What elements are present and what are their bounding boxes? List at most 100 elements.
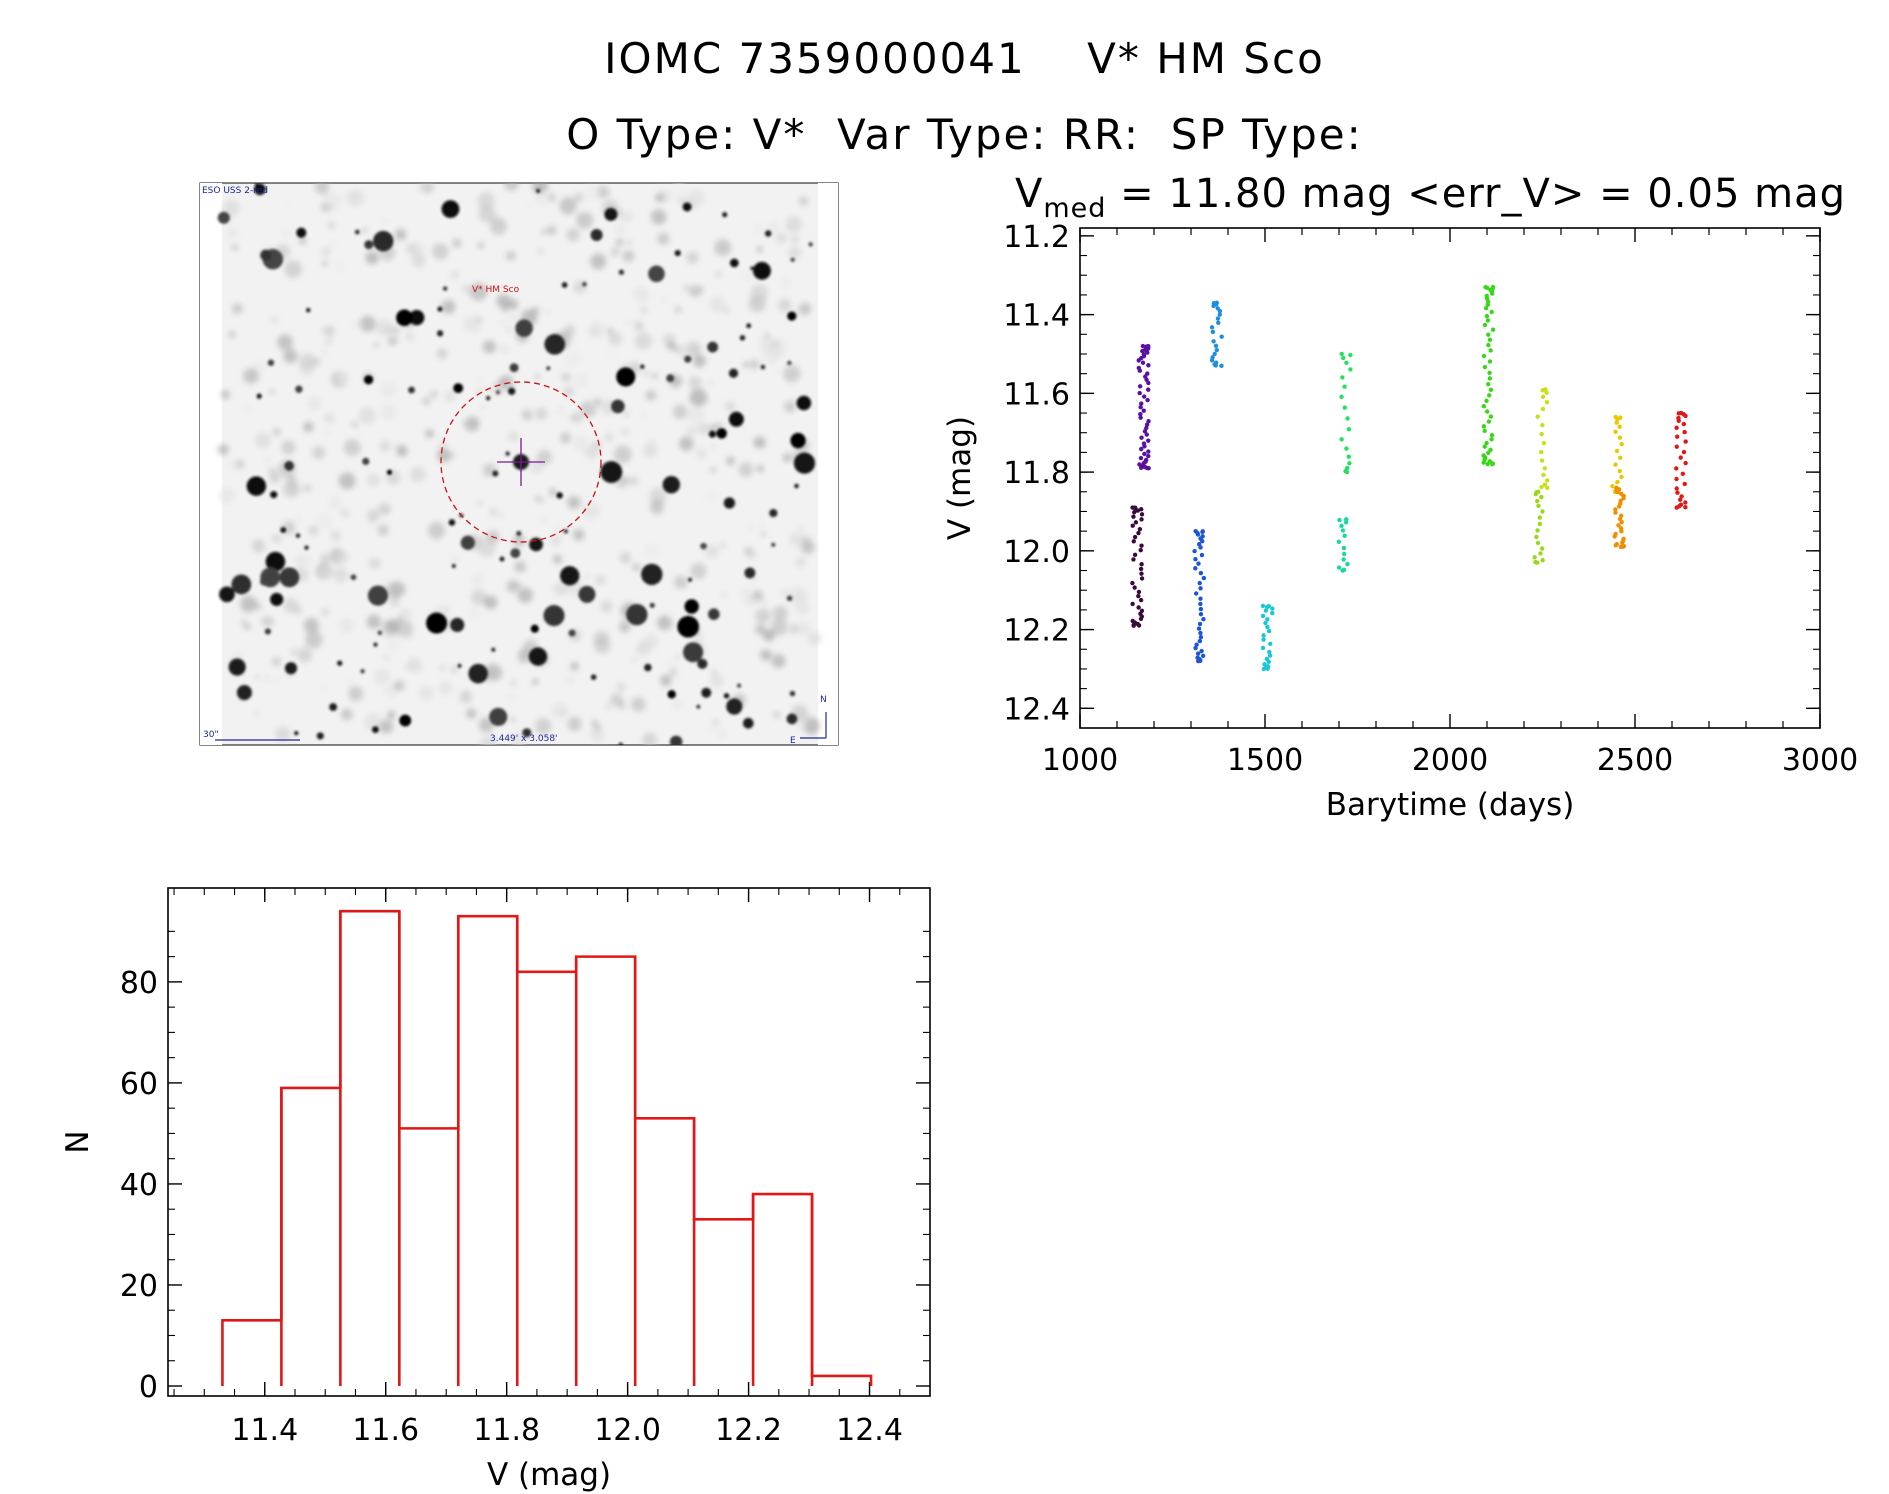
light-curve-point (1139, 576, 1145, 581)
light-curve-point (1132, 510, 1137, 515)
north-label: N (820, 695, 827, 705)
light-curve-point (1265, 617, 1270, 622)
light-curve-point (1263, 608, 1269, 613)
light-curve-point (1616, 504, 1622, 509)
light-curve-point (1489, 437, 1494, 442)
light-curve-y-tick-label: 11.8 (1003, 456, 1070, 491)
light-curve-point (1139, 517, 1144, 522)
light-curve-point (1266, 659, 1271, 665)
light-curve-point (1146, 449, 1151, 454)
light-curve-point (1138, 547, 1143, 553)
light-curve-point (1540, 558, 1545, 563)
light-curve-point (1674, 434, 1680, 439)
light-curve-point (1197, 621, 1203, 627)
light-curve-point (1198, 606, 1204, 612)
light-curve-point (1613, 462, 1618, 467)
light-curve-point (1675, 490, 1680, 495)
light-curve-point (1487, 359, 1493, 364)
histogram-y-tick-label: 80 (120, 966, 158, 1001)
light-curve-point (1142, 444, 1147, 449)
light-curve-point (1138, 455, 1144, 461)
light-curve-point (1342, 384, 1347, 389)
light-curve-point (1487, 376, 1493, 381)
histogram-bar (340, 911, 399, 1386)
histogram-bar (576, 957, 635, 1386)
light-curve-point (1146, 419, 1151, 424)
light-curve-point (1681, 421, 1687, 427)
light-curve-point (1488, 348, 1493, 353)
light-curve-point (1135, 508, 1140, 513)
light-curve-point (1139, 401, 1144, 406)
light-curve-point (1268, 641, 1273, 647)
light-curve-point (1139, 507, 1144, 512)
light-curve-point (1209, 325, 1215, 330)
histogram-y-tick-label: 0 (139, 1370, 158, 1405)
light-curve-point (1535, 540, 1541, 546)
light-curve-point (1532, 555, 1537, 560)
light-curve-series-11 (1612, 485, 1627, 550)
light-curve-x-tick-label: 1000 (1042, 743, 1118, 778)
light-curve-point (1539, 458, 1545, 463)
light-curve-point (1200, 539, 1205, 544)
field-of-view-label: 3.449' x 3.058' (490, 734, 558, 744)
light-curve-point (1674, 476, 1679, 482)
light-curve-point (1345, 416, 1350, 421)
light-curve-point (1487, 337, 1493, 342)
light-curve-point (1535, 560, 1540, 565)
light-curve-series-7 (1481, 284, 1496, 467)
light-curve-point (1489, 309, 1494, 315)
chart-title-line1: IOMC 7359000041 V* HM Sco (604, 34, 1325, 83)
light-curve-point (1144, 377, 1149, 382)
histogram-ticks: 11.4 11.6 11.8 12.0 12.2 12.4 0 20 40 60 80 (120, 888, 930, 1448)
light-curve-point (1200, 529, 1205, 535)
light-curve-point (1138, 412, 1143, 417)
light-curve-point (1201, 616, 1206, 622)
light-curve-point (1136, 530, 1141, 536)
light-curve-point (1132, 585, 1137, 590)
light-curve-point (1674, 505, 1679, 510)
light-curve-point (1341, 355, 1346, 361)
light-curve-point (1486, 342, 1491, 348)
light-curve-point (1210, 329, 1216, 335)
light-curve-point (1192, 548, 1197, 554)
light-curve-point (1490, 291, 1495, 296)
light-curve-series-6 (1339, 351, 1353, 475)
light-curve-point (1489, 432, 1495, 438)
light-curve-point (1538, 551, 1543, 556)
light-curve-point (1342, 405, 1348, 410)
light-curve-point (1138, 597, 1144, 603)
light-curve-point (1539, 431, 1544, 437)
light-curve-x-tick-label: 1500 (1227, 743, 1303, 778)
light-curve-point (1198, 596, 1203, 601)
histogram-chart: 11.4 11.6 11.8 12.0 12.2 12.4 0 20 40 60 80 V (mag… (60, 887, 931, 1493)
light-curve-point (1212, 351, 1217, 357)
light-curve-point (1482, 364, 1488, 370)
light-curve-point (1266, 628, 1272, 634)
light-curve-ticks: 1000 1500 2000 2500 3000 11.2 11.4 11.6 11.8 12.0… (1003, 220, 1858, 778)
light-curve-axes-frame (1079, 227, 1821, 729)
light-curve-point (1142, 429, 1148, 434)
image-right-margin (818, 183, 838, 745)
light-curve-point (1141, 394, 1147, 399)
light-curve-point (1538, 449, 1544, 455)
light-curve-point (1337, 517, 1342, 523)
light-curve-point (1265, 624, 1270, 630)
light-curve-point (1539, 494, 1544, 500)
light-curve-point (1261, 666, 1267, 672)
light-curve-point (1482, 444, 1487, 449)
light-curve-point (1341, 545, 1347, 551)
light-curve-point (1133, 520, 1139, 525)
light-curve-point (1213, 343, 1219, 349)
light-curve-title-rest: = 11.80 mag <err_V> = 0.05 mag (1106, 171, 1846, 217)
light-curve-point (1613, 429, 1618, 435)
light-curve-point (1485, 461, 1490, 467)
light-curve-x-tick-label: 2000 (1412, 743, 1488, 778)
light-curve-point (1199, 648, 1204, 654)
light-curve-point (1680, 471, 1686, 477)
light-curve-point (1336, 539, 1342, 545)
light-curve-point (1264, 604, 1270, 610)
light-curve-point (1540, 422, 1545, 428)
light-curve-point (1131, 514, 1136, 519)
histogram-bar (753, 1194, 812, 1386)
light-curve-point (1535, 498, 1540, 504)
